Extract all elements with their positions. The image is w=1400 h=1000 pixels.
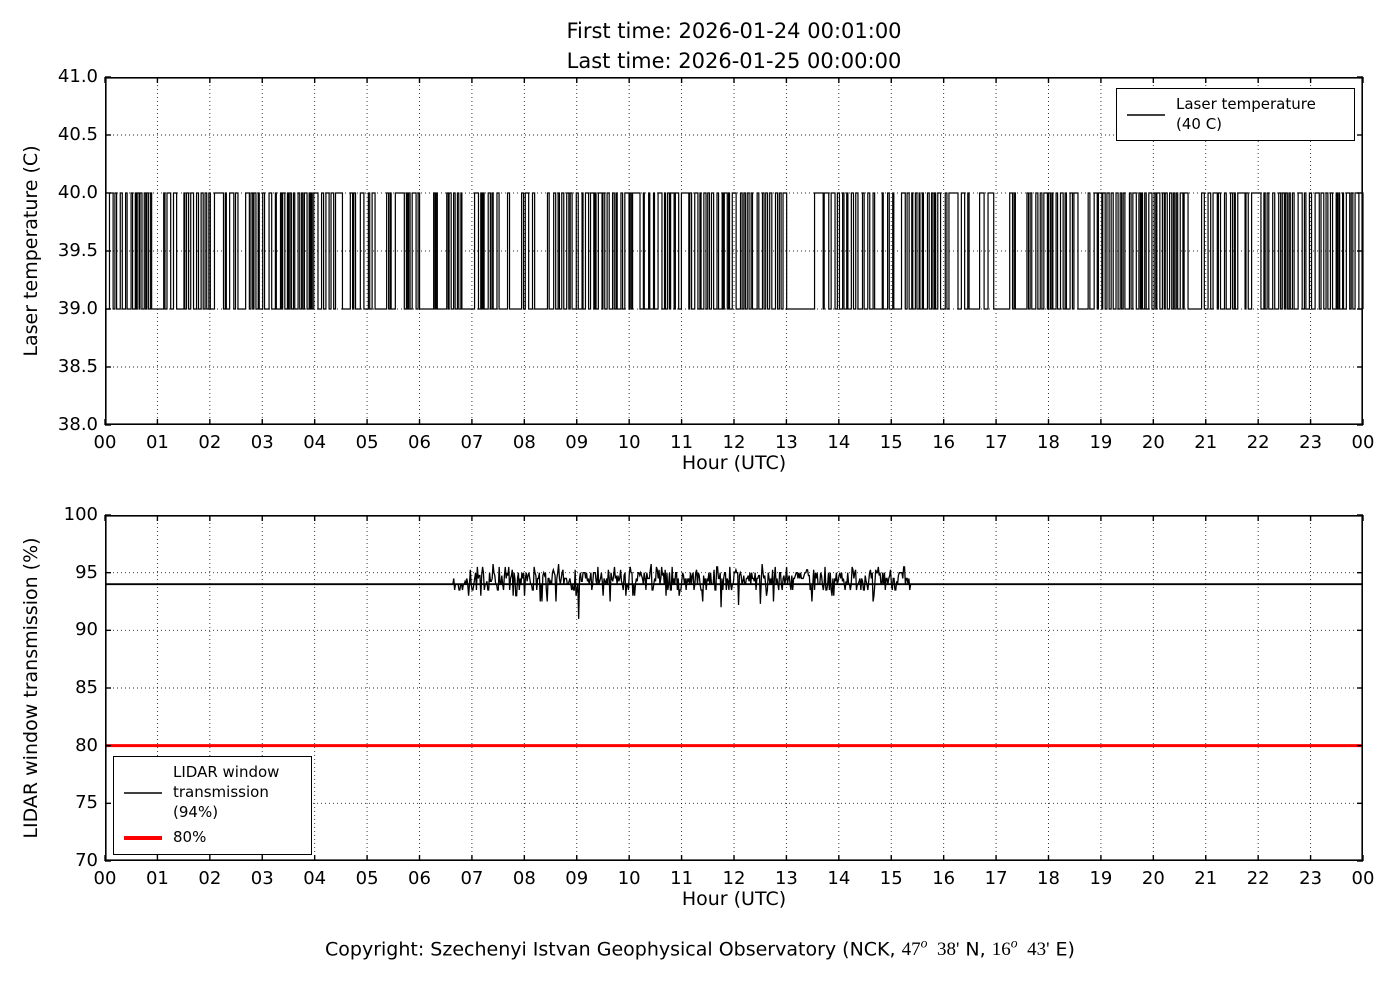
x-tick-label: 10 xyxy=(617,432,641,453)
y-tick-label: 85 xyxy=(75,677,98,698)
x-tick-label: 00 xyxy=(93,868,117,889)
x-tick-label: 07 xyxy=(460,868,484,889)
x-tick-label: 09 xyxy=(565,432,589,453)
longitude-direction: E) xyxy=(1049,938,1075,961)
x-tick-label: 08 xyxy=(512,868,536,889)
x-tick-label: 20 xyxy=(1141,432,1165,453)
x-tick-label: 03 xyxy=(250,868,274,889)
x-tick-label: 18 xyxy=(1037,432,1060,453)
x-tick-label: 12 xyxy=(722,432,746,453)
x-tick-label: 10 xyxy=(617,868,641,889)
latitude-degrees: 47o 38' xyxy=(901,936,960,961)
x-tick-label: 23 xyxy=(1299,432,1323,453)
laser-temperature-legend: Laser temperature (40 C) xyxy=(1116,88,1355,141)
figure-title: First time: 2026-01-24 00:01:00 Last tim… xyxy=(105,16,1363,76)
y-tick-label: 39.5 xyxy=(57,240,98,261)
title-last-time: Last time: 2026-01-25 00:00:00 xyxy=(566,49,902,73)
x-tick-label: 02 xyxy=(198,868,222,889)
legend-label-80-percent: 80% xyxy=(173,827,207,846)
x-tick-label: 21 xyxy=(1194,868,1218,889)
x-tick-label: 06 xyxy=(408,432,431,453)
y-tick-label: 40.0 xyxy=(57,182,98,203)
x-tick-label: 00 xyxy=(1351,432,1375,453)
x-tick-label: 11 xyxy=(670,868,694,889)
x-tick-label: 04 xyxy=(303,868,327,889)
y-tick-label: 100 xyxy=(63,504,98,525)
legend-label-laser-temperature: Laser temperature (40 C) xyxy=(1176,94,1316,133)
x-tick-label: 14 xyxy=(827,432,851,453)
laser-temperature-plot xyxy=(104,76,1364,426)
legend-entry-transmission: LIDAR window transmission (94%) xyxy=(124,763,301,822)
x-tick-label: 09 xyxy=(565,868,589,889)
black-line-sample-icon xyxy=(124,792,162,794)
y-tick-label: 80 xyxy=(75,734,98,756)
title-first-time: First time: 2026-01-24 00:01:00 xyxy=(566,19,902,43)
y-tick-label: 70 xyxy=(75,850,98,871)
y-tick-label: 90 xyxy=(75,619,98,641)
x-tick-label: 02 xyxy=(198,432,222,453)
x-tick-label: 00 xyxy=(1351,868,1375,889)
x-tick-label: 13 xyxy=(774,432,798,453)
x-tick-label: 01 xyxy=(145,868,169,889)
x-tick-label: 06 xyxy=(408,868,431,889)
x-tick-label: 16 xyxy=(932,868,956,889)
red-line-sample-icon xyxy=(124,835,162,840)
y-tick-label: 95 xyxy=(75,561,98,583)
legend-label-transmission: LIDAR window transmission (94%) xyxy=(173,763,280,821)
x-tick-label: 21 xyxy=(1194,432,1218,453)
x-tick-label: 14 xyxy=(827,868,851,889)
y-tick-label: 38.0 xyxy=(57,414,98,435)
x-tick-label: 22 xyxy=(1246,868,1270,889)
x-tick-label: 15 xyxy=(879,868,903,889)
x-tick-label: 11 xyxy=(670,432,694,453)
x-tick-label: 15 xyxy=(879,432,903,453)
x-tick-label: 05 xyxy=(355,432,379,453)
x-tick-label: 01 xyxy=(145,432,169,453)
x-tick-label: 18 xyxy=(1037,868,1060,889)
x-tick-label: 17 xyxy=(984,868,1008,889)
transmission-plot xyxy=(104,514,1364,862)
x-tick-label: 16 xyxy=(932,432,956,453)
copyright-text: Copyright: Szechenyi Istvan Geophysical … xyxy=(325,938,902,961)
bottom-x-axis-label: Hour (UTC) xyxy=(681,888,787,910)
latitude-direction: N, xyxy=(959,938,992,961)
y-tick-label: 38.5 xyxy=(57,356,98,377)
y-tick-label: 75 xyxy=(75,792,98,814)
x-tick-label: 20 xyxy=(1141,868,1165,889)
legend-entry-laser-temperature: Laser temperature (40 C) xyxy=(1127,95,1344,135)
x-tick-label: 13 xyxy=(774,868,798,889)
x-tick-label: 19 xyxy=(1089,868,1113,889)
top-x-axis-label: Hour (UTC) xyxy=(681,452,787,474)
x-tick-label: 12 xyxy=(722,868,746,889)
y-tick-label: 41.0 xyxy=(57,66,98,87)
legend-entry-80-percent: 80% xyxy=(124,828,301,848)
x-tick-label: 04 xyxy=(303,432,327,453)
black-line-sample-icon xyxy=(1127,113,1165,116)
x-tick-label: 08 xyxy=(512,432,536,453)
x-tick-label: 22 xyxy=(1246,432,1270,453)
x-tick-label: 23 xyxy=(1299,868,1323,889)
y-tick-label: 40.5 xyxy=(57,124,98,145)
x-tick-label: 00 xyxy=(93,432,117,453)
x-tick-label: 17 xyxy=(984,432,1008,453)
x-tick-label: 07 xyxy=(460,432,484,453)
copyright-line: Copyright: Szechenyi Istvan Geophysical … xyxy=(0,936,1400,961)
x-tick-label: 05 xyxy=(355,868,379,889)
longitude-degrees: 16o 43' xyxy=(991,936,1050,961)
x-tick-label: 19 xyxy=(1089,432,1113,453)
x-tick-label: 03 xyxy=(250,432,274,453)
transmission-legend: LIDAR window transmission (94%) 80% xyxy=(113,756,312,855)
y-tick-label: 39.0 xyxy=(57,298,98,319)
